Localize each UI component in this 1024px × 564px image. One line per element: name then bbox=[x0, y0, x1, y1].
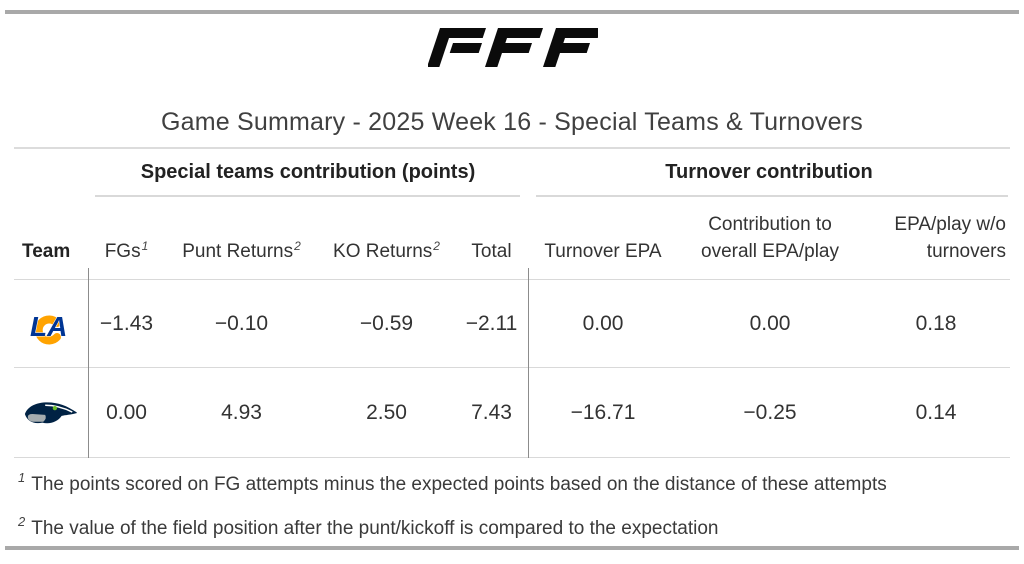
value-cell: 0.18 bbox=[915, 311, 957, 335]
footnote-2: 2 The value of the field position after t… bbox=[18, 514, 1008, 540]
footnote-ref-2: 2 bbox=[294, 239, 301, 254]
column-header-ko-returns: KO Returns2 bbox=[333, 239, 440, 263]
title-divider bbox=[14, 147, 1010, 149]
footnote-ref-2: 2 bbox=[433, 239, 440, 254]
column-header-row: Team FGs1 Punt Returns2 KO Returns2 Tota… bbox=[14, 200, 1010, 280]
value-cell: 0.00 bbox=[106, 400, 147, 424]
team-column-divider bbox=[88, 268, 89, 458]
footnote-1-text: The points scored on FG attempts minus t… bbox=[31, 474, 887, 495]
table-row-seahawks: 0.00 4.93 2.50 7.43 −16.71 −0.25 0.14 bbox=[14, 368, 1010, 458]
value-cell: −2.11 bbox=[465, 311, 518, 335]
group-underline-special-teams bbox=[95, 195, 520, 197]
top-rule bbox=[5, 10, 1019, 14]
bottom-rule bbox=[5, 546, 1019, 550]
svg-text:LA: LA bbox=[30, 311, 67, 342]
column-header-epa-wo-turnovers: EPA/play w/o turnovers bbox=[894, 214, 1006, 263]
value-cell: 0.00 bbox=[749, 311, 791, 335]
group-header-special-teams: Special teams contribution (points) bbox=[140, 161, 476, 183]
pff-letter-f1 bbox=[485, 28, 543, 67]
value-cell: −0.10 bbox=[214, 311, 269, 335]
value-cell: 2.50 bbox=[366, 400, 407, 424]
pff-letter-p bbox=[428, 28, 486, 67]
column-header-turnover-epa: Turnover EPA bbox=[544, 241, 662, 263]
footnote-ref-1: 1 bbox=[141, 239, 149, 254]
seahawks-logo bbox=[24, 401, 78, 423]
value-cell: −0.25 bbox=[743, 400, 797, 424]
column-header-team: Team bbox=[22, 241, 71, 263]
column-header-contribution-epa: Contribution to overall EPA/play bbox=[701, 214, 839, 263]
page-title: Game Summary - 2025 Week 16 - Special Te… bbox=[160, 108, 864, 136]
value-cell: −16.71 bbox=[570, 400, 636, 424]
column-header-fgs: FGs1 bbox=[104, 239, 149, 263]
column-header-punt-returns: Punt Returns2 bbox=[182, 239, 301, 263]
footnote-1: 1 The points scored on FG attempts minus … bbox=[18, 470, 1008, 496]
pff-letter-f2 bbox=[543, 28, 598, 67]
footnote-2-text: The value of the field position after th… bbox=[31, 518, 719, 539]
table-row-rams: LA −1.43 −0.10 −0.59 −2.11 0.00 0.00 0.1… bbox=[14, 280, 1010, 368]
footnote-1-sup: 1 bbox=[18, 470, 26, 485]
team-cell-seahawks bbox=[14, 397, 88, 429]
value-cell: 7.43 bbox=[471, 400, 512, 424]
value-cell: 0.00 bbox=[582, 311, 624, 335]
value-cell: −0.59 bbox=[359, 311, 414, 335]
value-cell: −1.43 bbox=[99, 311, 154, 335]
group-column-divider bbox=[528, 268, 529, 458]
column-header-total: Total bbox=[471, 241, 512, 263]
value-cell: 0.14 bbox=[915, 400, 957, 424]
group-underline-turnover bbox=[536, 195, 1008, 197]
pff-logo bbox=[428, 28, 598, 67]
footnote-2-sup: 2 bbox=[18, 514, 26, 529]
team-cell-rams: LA bbox=[14, 302, 88, 346]
rams-logo: LA bbox=[30, 310, 68, 344]
group-header-turnover: Turnover contribution bbox=[665, 161, 873, 183]
value-cell: 4.93 bbox=[221, 400, 262, 424]
